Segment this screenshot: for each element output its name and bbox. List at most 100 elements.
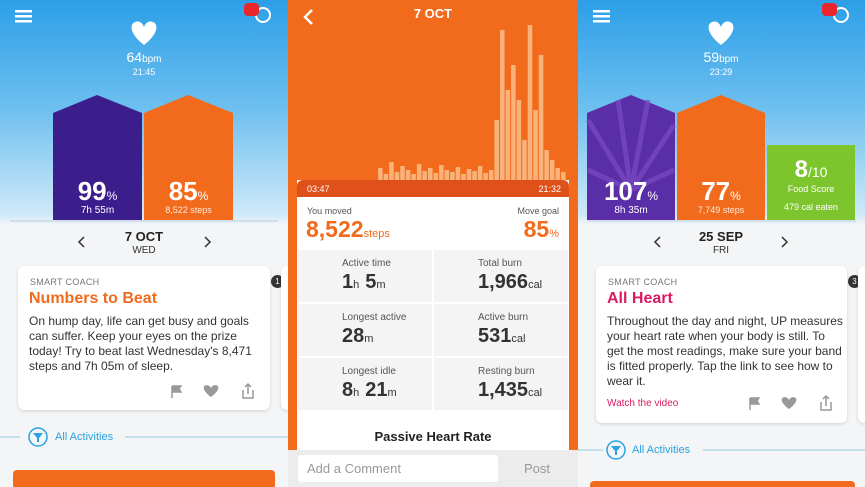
stat-unit: cal [511, 333, 526, 345]
heart-icon [708, 21, 734, 45]
activity-bar [516, 100, 522, 180]
stat-value: 8h 21m [342, 379, 403, 402]
date: 7 OCT [124, 229, 164, 244]
flag-icon[interactable] [171, 385, 183, 398]
sleep-detail: 8h 35m [614, 205, 648, 216]
activity-bar [549, 160, 555, 180]
coach-card[interactable]: SMART COACH Numbers to Beat On hump day,… [18, 266, 270, 410]
stat-unit: m [364, 333, 374, 345]
heart-value: 64 [126, 49, 143, 65]
stat-cell: Total burn 1,966cal [434, 250, 568, 302]
prev-arrow[interactable] [653, 236, 661, 248]
move-unit: % [730, 189, 741, 203]
menu-icon[interactable] [15, 10, 32, 23]
stat-unit: h [353, 279, 360, 291]
card-badge: 1 [271, 275, 284, 288]
move-unit: % [197, 189, 209, 203]
day-panel: 59bpm 23:29 107% 8h 35m 77% 7,749 steps … [578, 0, 865, 487]
like-icon[interactable] [781, 397, 797, 409]
panel-graphics [10, 3, 278, 248]
stat-label: Active burn [478, 312, 529, 323]
activity-bar [555, 168, 560, 180]
flag-icon[interactable] [749, 397, 761, 410]
stat-value: 1h 5m [342, 271, 392, 294]
stat-value: 531cal [478, 325, 531, 348]
stat-cell: Longest active 28m [298, 304, 432, 356]
comment-input[interactable]: Add a Comment [298, 455, 498, 482]
back-arrow[interactable] [303, 9, 313, 25]
stat-label: Resting burn [478, 366, 535, 377]
activity-bar [533, 110, 538, 180]
heart-time: 23:29 [709, 67, 733, 77]
activity-bar [494, 120, 499, 180]
coach-card[interactable]: SMART COACH All Heart Throughout the day… [596, 266, 847, 423]
activity-bar [378, 168, 383, 180]
stat-label: Longest idle [342, 366, 396, 377]
record-icon[interactable] [244, 3, 271, 23]
sleep-burst [585, 99, 677, 193]
next-arrow[interactable] [204, 236, 212, 248]
card-body: On hump day, life can get busy and goals… [29, 314, 252, 373]
card-link[interactable]: Watch the video [607, 398, 679, 409]
stat-cell: Longest idle 8h 21m [298, 358, 432, 410]
weekday: WED [132, 245, 156, 256]
heart-rate: 64bpm [104, 49, 184, 67]
activity-bar [405, 170, 411, 180]
heart-icon [131, 21, 157, 45]
activity-bar [427, 168, 433, 180]
activity-bar [477, 166, 483, 180]
section-title: Passive Heart Rate [374, 429, 492, 444]
activities-link[interactable]: All Activities [55, 431, 114, 443]
stat-value: 1,966cal [478, 271, 548, 294]
filter-funnel [33, 433, 43, 442]
heart-unit: bpm [719, 54, 739, 65]
move-detail: 7,749 steps [697, 205, 745, 215]
move-bar[interactable] [144, 95, 233, 220]
activity-bar [522, 140, 527, 180]
filter-icon[interactable] [28, 427, 48, 447]
next-card-edge [858, 266, 865, 423]
start-time: 03:47 [307, 184, 330, 194]
share-icon[interactable] [820, 394, 832, 411]
activity-bar [439, 165, 444, 180]
sleep-detail: 7h 55m [80, 205, 115, 216]
sleep-number: 99 [77, 176, 107, 206]
filter-icon[interactable] [606, 440, 626, 460]
sleep-bar[interactable] [587, 95, 675, 220]
filter-funnel [611, 446, 621, 455]
food-label: Food Score [787, 184, 835, 194]
post-button[interactable]: Post [524, 461, 551, 476]
activity-bar [527, 25, 533, 180]
next-arrow[interactable] [781, 236, 789, 248]
heart-unit: bpm [142, 54, 162, 65]
stat-number: 28 [342, 325, 365, 347]
goal-value: 85 [523, 216, 550, 242]
panel-graphics [585, 3, 856, 248]
stat-number: 1,966 [478, 271, 529, 293]
share-icon[interactable] [242, 382, 254, 399]
time-strip [297, 180, 569, 197]
stat-number: 531 [478, 325, 512, 347]
stat-cell: Resting burn 1,435cal [434, 358, 568, 410]
card-badge: 3 [848, 275, 861, 288]
activity-bar [394, 172, 400, 180]
sleep-bar[interactable] [53, 95, 142, 220]
prev-arrow[interactable] [77, 236, 85, 248]
card-title: All Heart [607, 290, 673, 307]
stat-cell: Active burn 531cal [434, 304, 568, 356]
food-value: 8/10 [767, 156, 855, 184]
record-icon[interactable] [822, 3, 849, 23]
goal-label: Move goal [517, 206, 559, 216]
activity-bar [472, 171, 477, 180]
move-number: 85 [168, 176, 198, 206]
detail-panel: 7 OCT 03:47 21:32 You moved 8,522steps M… [288, 0, 578, 487]
activities-link[interactable]: All Activities [632, 444, 691, 456]
goal: 85% [524, 216, 559, 243]
like-icon[interactable] [203, 385, 219, 397]
move-bar[interactable] [677, 95, 765, 220]
activity-bar [538, 55, 544, 180]
sleep-unit: % [106, 189, 118, 203]
food-bar[interactable] [767, 145, 855, 220]
stat-value: 1,435cal [478, 379, 548, 402]
menu-icon[interactable] [593, 10, 610, 23]
